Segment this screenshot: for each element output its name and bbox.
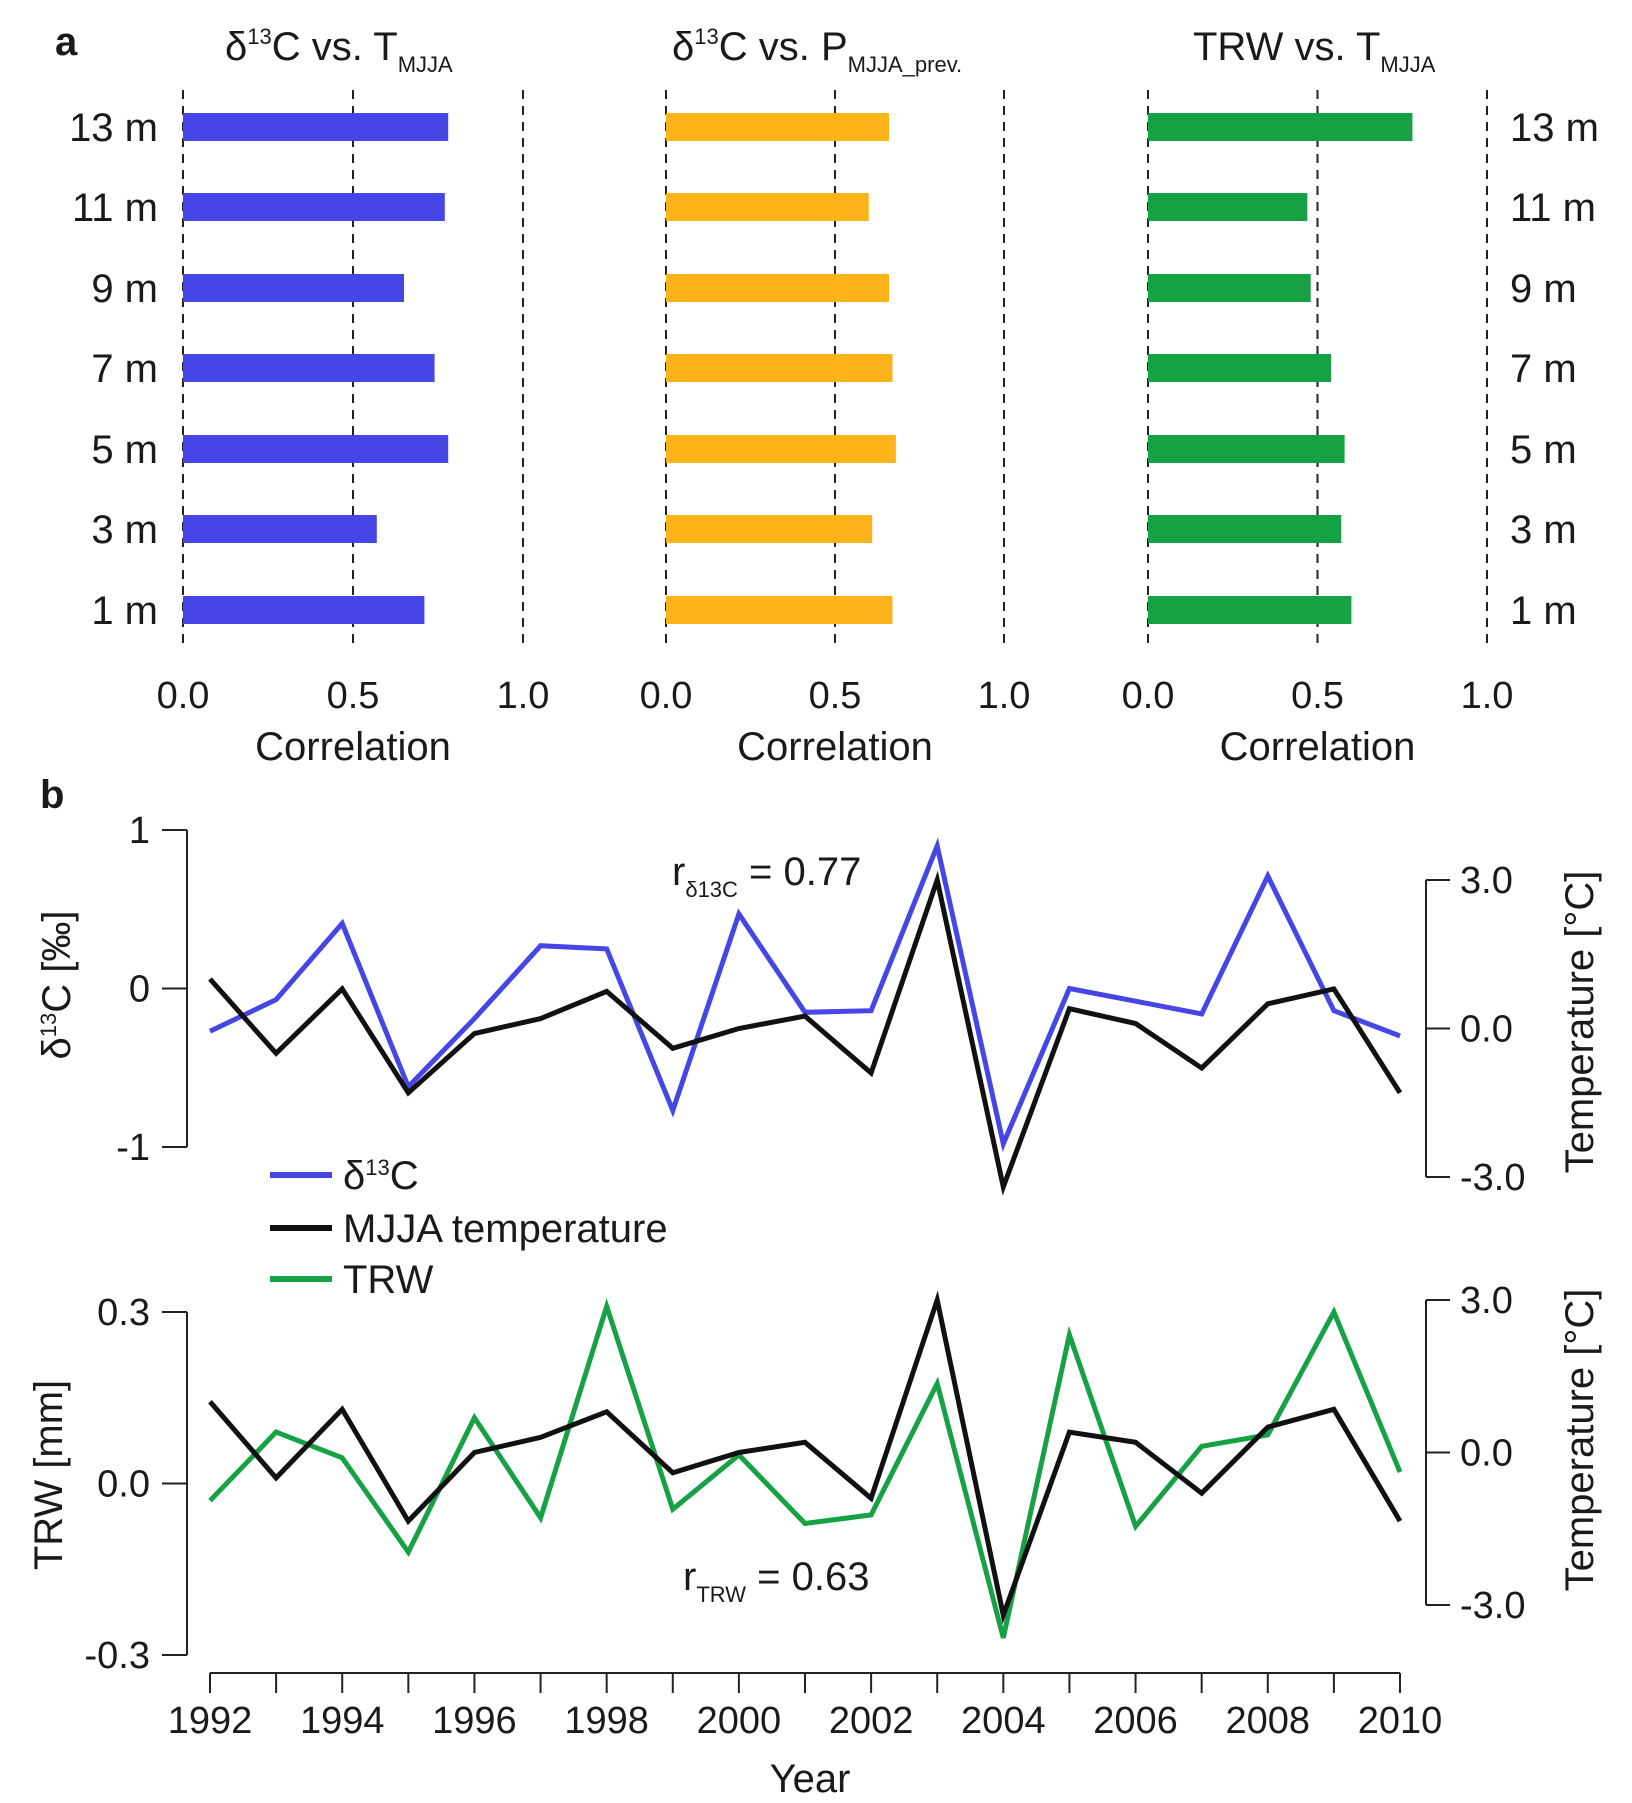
bar-chart-1-title: δ13C vs. TMJJA [225,24,453,77]
category-label: 7 m [91,347,158,391]
category-label: 9 m [1510,267,1577,311]
temperature-axis-label-top: Temperature [°C] [1558,871,1602,1174]
bar-3m [1148,515,1342,543]
x-tick-label: 0.0 [157,675,210,717]
bar-3m [183,515,377,543]
bar-chart-d13c-vs-temperature: 0.0 0.5 1.0 Correlation [157,90,550,769]
x-tick-label: 0.5 [327,675,380,717]
category-label: 3 m [1510,508,1577,552]
x-tick-label: 2010 [1358,1700,1443,1742]
bar-13m [666,113,890,141]
category-label: 5 m [1510,428,1577,472]
category-label: 13 m [69,106,158,150]
bar-chart-2-title: δ13C vs. PMJJA_prev. [672,24,962,77]
panel-label-b: b [40,773,64,817]
panel-label-a: a [55,20,78,64]
x-axis-label: Correlation [737,725,933,769]
legend: δ13C MJJA temperature TRW [270,1154,668,1302]
left-tick-label: -0.3 [85,1635,150,1677]
x-tick-label: 0.0 [1122,675,1175,717]
right-tick-label: -3.0 [1460,1585,1525,1627]
line-chart-trw-temperature: -0.3 0.0 0.3 -3.0 0.0 3.0 1992 1994 1996 1998 2000… [85,1280,1526,1742]
category-labels-right: 13 m 11 m 9 m 7 m 5 m 3 m 1 m [1510,106,1599,633]
category-label: 3 m [91,508,158,552]
x-tick-label: 1.0 [978,675,1031,717]
bar-1m [183,596,425,624]
left-tick-label: -1 [116,1127,150,1169]
bar-5m [183,435,449,463]
bar-11m [1148,193,1308,221]
bar-chart-3-title: TRW vs. TMJJA [1193,25,1436,77]
right-tick-label: 0.0 [1460,1009,1513,1051]
x-tick-label: 2004 [961,1700,1046,1742]
bar-3m [666,515,873,543]
x-axis-label: Correlation [255,725,451,769]
legend-label-temperature: MJJA temperature [343,1207,668,1251]
bar-5m [1148,435,1345,463]
x-axis-label: Correlation [1220,725,1416,769]
right-tick-label: 3.0 [1460,860,1513,902]
bar-9m [1148,274,1311,302]
series-line-0 [208,837,1401,1152]
bar-9m [666,274,890,302]
x-tick-label: 2006 [1093,1700,1178,1742]
category-label: 11 m [72,186,158,230]
x-tick-label: 1996 [432,1700,517,1742]
right-tick-label: 3.0 [1460,1280,1513,1322]
legend-label-d13c: δ13C [343,1154,419,1198]
x-tick-label: 1992 [168,1700,253,1742]
category-label: 5 m [91,428,158,472]
series-line-1 [208,870,1403,1196]
bar-1m [666,596,893,624]
category-label: 13 m [1510,106,1599,150]
series-line-1 [208,1290,1403,1625]
category-label: 1 m [91,589,158,633]
bar-9m [183,274,404,302]
right-tick-label: 0.0 [1460,1433,1513,1475]
x-tick-label: 1.0 [497,675,550,717]
bar-7m [183,354,435,382]
trw-axis-label: TRW [mm] [27,1380,71,1570]
left-tick-label: 1 [129,810,150,852]
category-label: 11 m [1510,186,1596,230]
x-tick-label: 1998 [564,1700,649,1742]
category-label: 1 m [1510,589,1577,633]
bar-chart-trw-vs-temperature: 0.0 0.5 1.0 Correlation [1122,90,1514,769]
line-chart-d13c-temperature: -1 0 1 -3.0 0.0 3.0 [116,810,1525,1199]
right-tick-label: -3.0 [1460,1157,1525,1199]
bar-7m [1148,354,1332,382]
x-tick-label: 2002 [829,1700,914,1742]
category-labels-left: 13 m 11 m 9 m 7 m 5 m 3 m 1 m [69,106,158,633]
left-tick-label: 0.3 [97,1292,150,1334]
bar-11m [183,193,445,221]
x-tick-label: 1994 [300,1700,385,1742]
category-label: 9 m [91,267,158,311]
bar-1m [1148,596,1352,624]
bar-chart-d13c-vs-precipitation: 0.0 0.5 1.0 Correlation [640,90,1031,769]
bar-11m [666,193,869,221]
left-tick-label: 0.0 [97,1464,150,1506]
series-line-0 [208,1298,1403,1639]
bar-7m [666,354,893,382]
x-tick-label: 0.5 [809,675,862,717]
bar-13m [1148,113,1413,141]
x-tick-label: 0.5 [1291,675,1344,717]
x-tick-label: 2000 [697,1700,782,1742]
bar-5m [666,435,896,463]
r-trw-annotation: rTRW = 0.63 [683,1555,869,1607]
r-d13c-annotation: rδ13C = 0.77 [672,850,861,902]
x-tick-label: 2008 [1226,1700,1311,1742]
x-tick-label: 0.0 [640,675,693,717]
x-axis-label-year: Year [770,1757,851,1801]
left-tick-label: 0 [129,969,150,1011]
x-tick-label: 1.0 [1461,675,1514,717]
bar-13m [183,113,449,141]
temperature-axis-label-bottom: Temperature [°C] [1558,1289,1602,1592]
d13c-axis-label: δ13C [‰] [35,911,79,1060]
category-label: 7 m [1510,347,1577,391]
legend-label-trw: TRW [343,1258,434,1302]
